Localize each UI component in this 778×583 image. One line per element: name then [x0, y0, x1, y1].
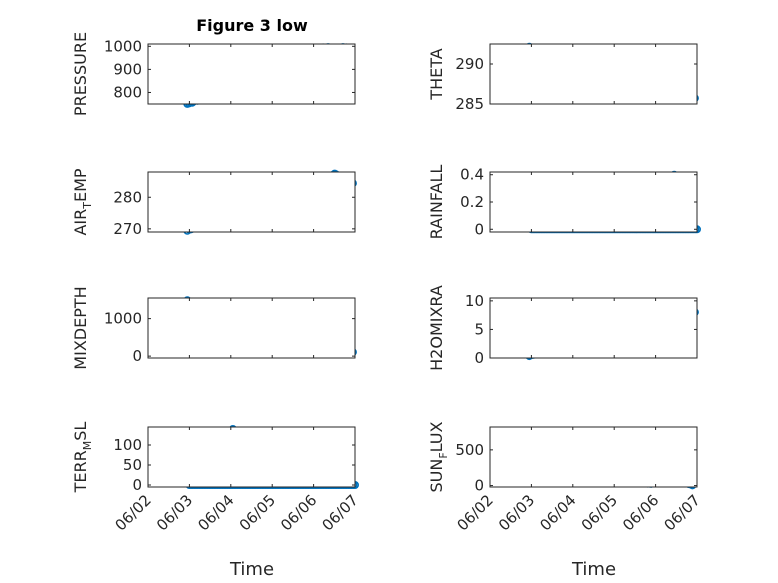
y-axis-label: AIRTEMP	[71, 168, 94, 235]
y-axis-label: RAINFALL	[427, 165, 446, 240]
y-tick-label: 1000	[104, 37, 142, 55]
y-tick-label: 50	[123, 456, 142, 474]
y-axis-label: MIXDEPTH	[71, 286, 90, 369]
y-tick-label: 0	[474, 220, 484, 238]
axes-frame	[489, 297, 698, 359]
y-tick-label: 0	[474, 477, 484, 495]
subplot-pressure: 800 900 1000 PRESSURE	[71, 32, 356, 116]
y-axis-label-main: THETA	[427, 48, 446, 100]
y-axis-label-subscript: F	[437, 452, 450, 458]
subplot-rainfall: 0 0.2 0.4 RAINFALL	[427, 165, 701, 240]
y-axis-label-subscript: M	[81, 441, 94, 451]
x-axis-label-left: Time	[229, 559, 274, 580]
y-tick-label: 285	[455, 95, 484, 113]
y-tick-label: 0.4	[460, 166, 484, 184]
axes-frame	[489, 43, 698, 105]
y-axis-label: SUNFLUX	[427, 421, 450, 492]
y-axis-label: TERRMSL	[71, 422, 94, 494]
axes-frame	[489, 426, 698, 488]
y-axis-label: H2OMIXRA	[427, 285, 446, 371]
y-axis-label-main: AIR	[71, 209, 90, 236]
y-tick-label: 290	[455, 55, 484, 73]
y-axis-label-main: RAINFALL	[427, 165, 446, 240]
y-tick-label: 100	[113, 436, 142, 454]
y-tick-label: 500	[455, 441, 484, 459]
y-tick-label: 0	[132, 347, 142, 365]
y-axis-label-main: H2OMIXRA	[427, 285, 446, 371]
y-axis-label-main: TERR	[71, 450, 90, 493]
chart-title: Figure 3 low	[196, 16, 308, 35]
y-tick-label: 800	[113, 83, 142, 101]
y-axis-label-main: MIXDEPTH	[71, 286, 90, 369]
y-tick-label: 0	[132, 476, 142, 494]
y-axis-label-suffix: EMP	[71, 168, 90, 202]
y-tick-label: 0	[474, 349, 484, 367]
y-tick-label: 900	[113, 60, 142, 78]
y-axis-label-main: PRESSURE	[71, 32, 90, 116]
subplot-air: 270 280 AIRTEMP	[71, 168, 357, 238]
x-axis-label-right: Time	[571, 559, 616, 580]
y-axis-label-suffix: SL	[71, 422, 90, 441]
axes-frame	[147, 426, 356, 488]
axes-frame	[489, 171, 698, 233]
subplot-mixdepth: 0 1000 MIXDEPTH	[71, 286, 357, 370]
axes-frame	[147, 43, 356, 105]
y-tick-label: 10	[465, 292, 484, 310]
y-axis-label-main: SUN	[427, 459, 446, 493]
y-tick-label: 0.2	[460, 193, 484, 211]
y-tick-label: 1000	[104, 310, 142, 328]
y-tick-label: 270	[113, 220, 142, 238]
y-axis-label: THETA	[427, 48, 446, 100]
subplot-h2omixra: 0 5 10 H2OMIXRA	[427, 285, 699, 371]
axes-frame	[147, 297, 356, 359]
y-axis-label-subscript: T	[81, 202, 94, 210]
y-tick-label: 5	[474, 320, 484, 338]
y-tick-label: 280	[113, 188, 142, 206]
subplot-theta: 285 290 THETA	[427, 42, 699, 113]
y-axis-label-suffix: LUX	[427, 421, 446, 452]
y-axis-label: PRESSURE	[71, 32, 90, 116]
axes-frame	[147, 171, 356, 233]
